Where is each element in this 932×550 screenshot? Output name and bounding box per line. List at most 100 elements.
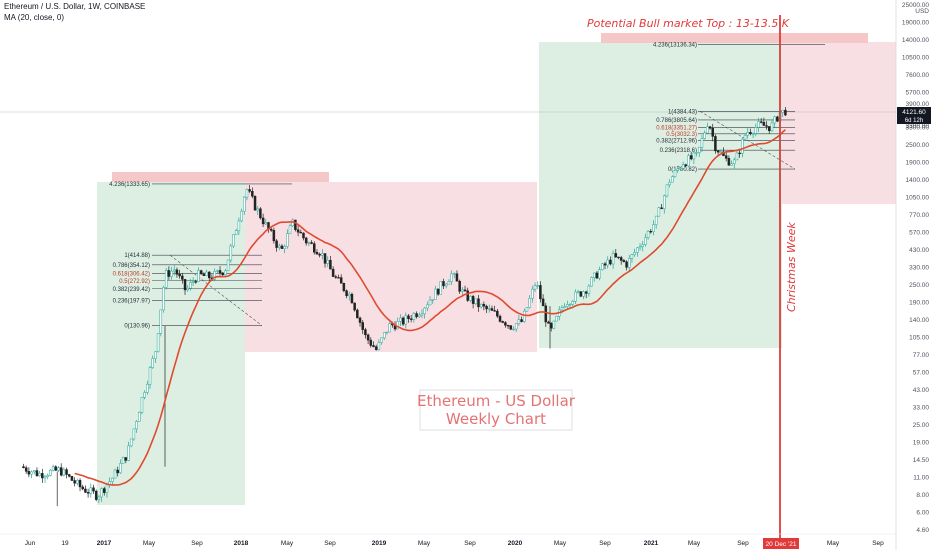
candle	[743, 134, 747, 141]
candle	[525, 307, 529, 312]
candle	[57, 465, 60, 473]
candle	[127, 441, 130, 462]
candle	[633, 248, 636, 257]
candle	[477, 294, 480, 312]
candle-body	[617, 256, 620, 259]
candle-body	[415, 313, 418, 318]
fib-2017-label-0: 1(414.88)	[124, 253, 150, 259]
candle	[517, 315, 521, 326]
candle	[407, 313, 410, 323]
candle	[609, 256, 612, 266]
candle	[719, 149, 723, 154]
candle	[321, 248, 324, 260]
candle-body	[439, 281, 443, 295]
candle-body	[345, 290, 348, 297]
candle-body	[646, 231, 650, 238]
candle	[388, 322, 391, 333]
candle	[676, 165, 679, 174]
candle	[568, 303, 572, 308]
candle	[514, 323, 518, 333]
price-tick: 570.00	[909, 230, 929, 237]
candle	[746, 128, 749, 139]
candle-body	[116, 469, 119, 474]
candle-body	[663, 195, 666, 210]
candle-body	[738, 152, 741, 155]
candle-body	[673, 170, 677, 177]
candle-body	[458, 280, 461, 292]
candle	[409, 315, 413, 323]
candle	[329, 255, 332, 270]
candle-body	[127, 445, 130, 461]
candle-body	[636, 247, 639, 253]
candle	[213, 268, 216, 282]
time-tick: May	[143, 540, 156, 547]
candle	[654, 215, 658, 229]
candle-body	[323, 253, 327, 264]
candle-body	[762, 122, 766, 126]
candle	[504, 321, 507, 328]
candle	[681, 161, 685, 170]
candle	[143, 390, 146, 400]
candle-body	[547, 321, 550, 324]
candle	[323, 253, 327, 268]
candle	[337, 274, 340, 279]
candle	[431, 299, 434, 304]
time-tick: Sep	[737, 540, 749, 547]
time-tick: May	[281, 540, 294, 547]
candle	[22, 463, 25, 469]
candle	[234, 228, 238, 235]
price-tick: 8.00	[916, 492, 929, 499]
candle	[463, 285, 467, 292]
candle-body	[560, 307, 564, 311]
candle	[318, 252, 321, 258]
candle-body	[533, 285, 537, 290]
time-tick: Sep	[324, 540, 336, 547]
candle-body	[598, 269, 601, 279]
candle	[76, 478, 79, 486]
candle-body	[741, 138, 744, 154]
candle	[62, 467, 66, 477]
candle	[439, 281, 443, 295]
candle-body	[730, 163, 733, 166]
candle	[199, 269, 203, 275]
price-tick: 330.00	[909, 265, 929, 272]
candle-body	[698, 146, 701, 153]
candle-body	[571, 301, 574, 305]
candle-body	[471, 296, 475, 304]
candle-body	[633, 252, 636, 255]
candle	[366, 333, 370, 345]
candle-body	[563, 306, 566, 308]
candle	[331, 266, 335, 277]
candle	[598, 266, 601, 281]
candle	[307, 241, 311, 246]
candle	[730, 160, 733, 166]
price-tick: 1050.00	[906, 195, 930, 202]
candle-body	[706, 126, 709, 134]
candle	[248, 185, 251, 194]
candle-body	[92, 487, 95, 492]
candle-body	[57, 467, 60, 471]
candle-body	[420, 313, 424, 316]
candle-body	[579, 291, 583, 297]
candle-body	[603, 263, 607, 266]
candle	[469, 294, 472, 303]
candle-body	[38, 473, 41, 477]
target-zone-2017	[112, 172, 329, 182]
candle	[399, 314, 402, 327]
fib-2017-label-7: 4.236(1333.65)	[109, 182, 150, 188]
candle-body	[512, 328, 515, 331]
candle-body	[143, 392, 146, 398]
candle	[237, 217, 241, 236]
price-tick: 77.00	[913, 352, 930, 359]
candle-body	[770, 122, 774, 132]
candle-body	[638, 246, 642, 249]
candle	[423, 306, 426, 319]
candle-body	[657, 207, 661, 217]
candle-body	[609, 259, 612, 265]
candle-body	[213, 271, 216, 280]
bar-countdown: 6d 12h	[905, 118, 923, 124]
candle	[121, 456, 125, 464]
fib-2021-label-1: 0.786(3805.64)	[656, 118, 697, 124]
candle-body	[89, 487, 93, 494]
